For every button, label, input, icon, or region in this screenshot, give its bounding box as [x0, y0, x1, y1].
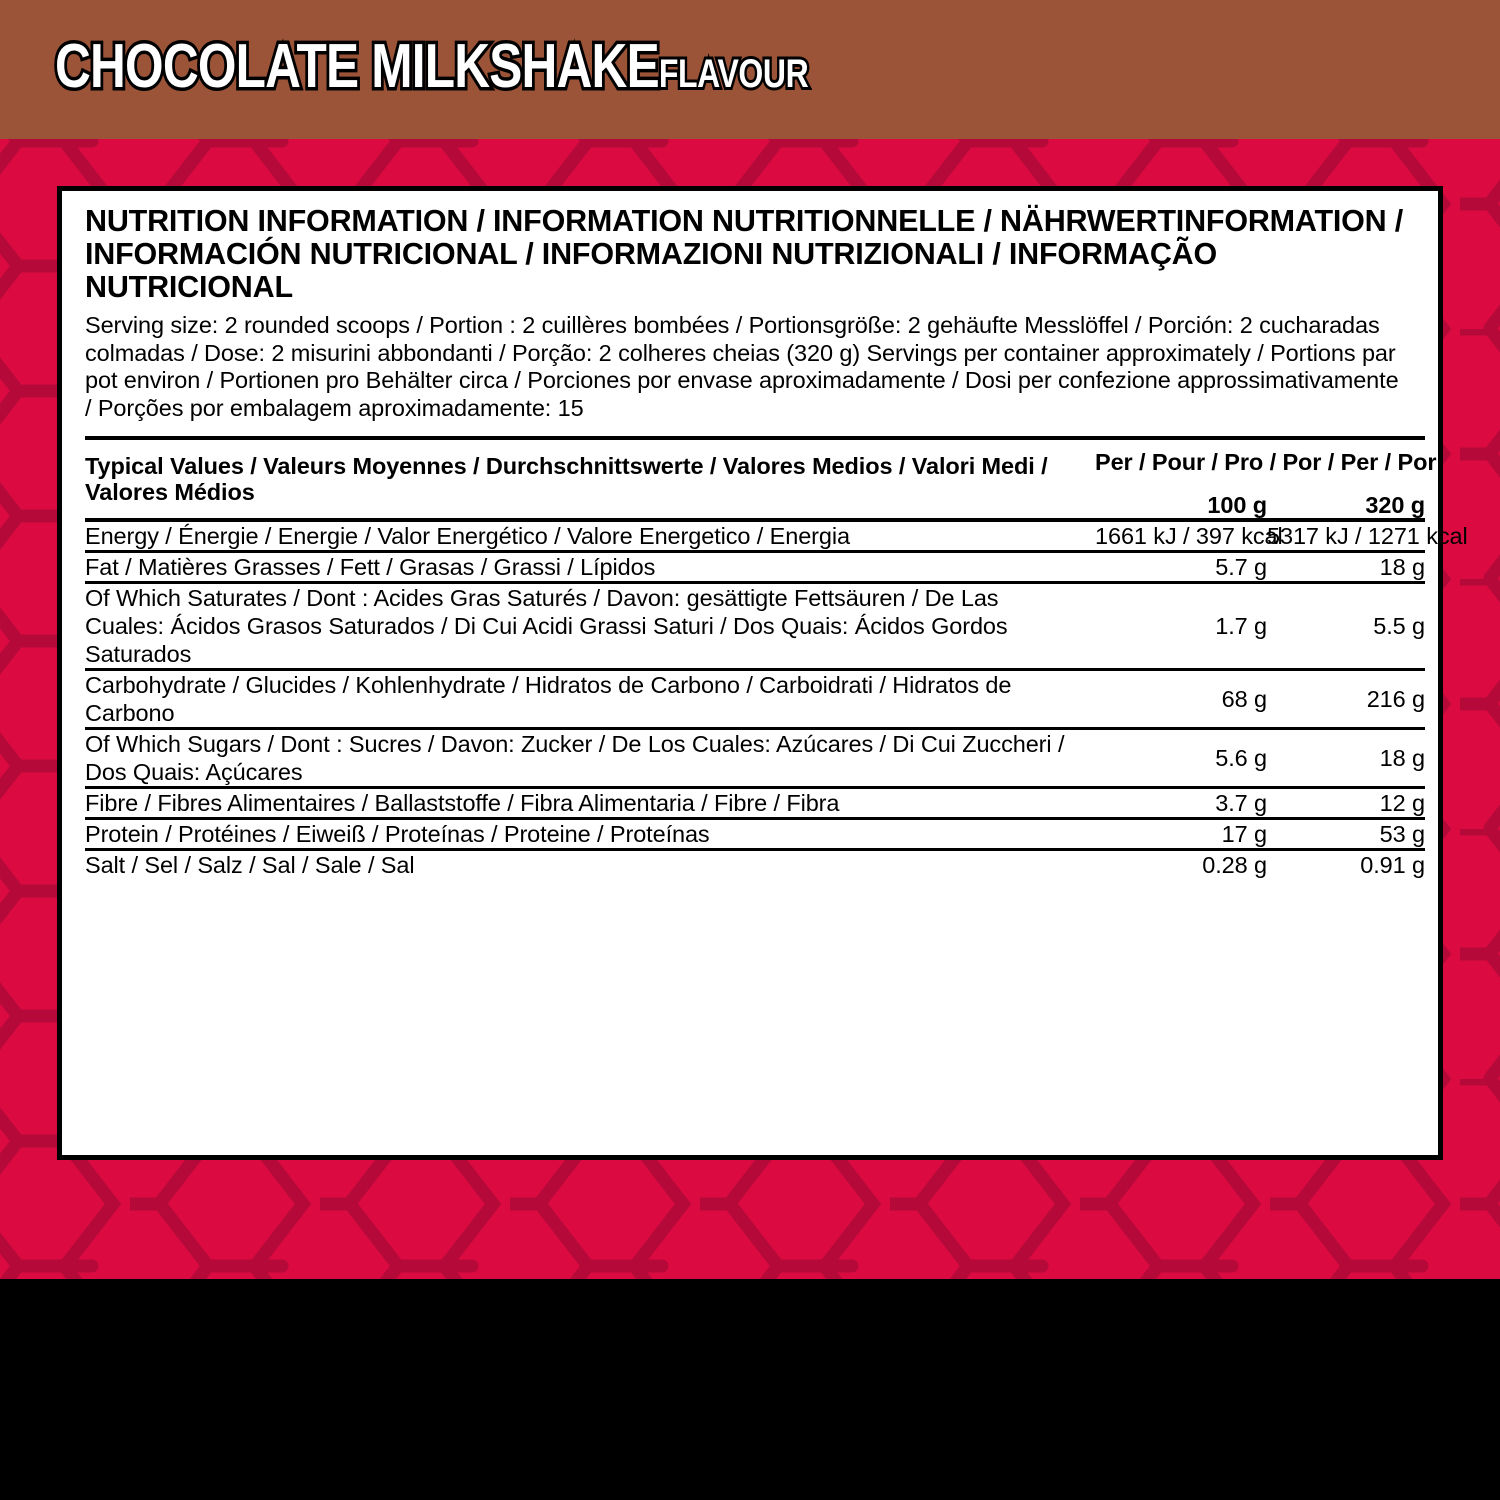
- table-row: Carbohydrate / Glucides / Kohlenhydrate …: [85, 669, 1425, 730]
- nutrition-table-body: Energy / Énergie / Energie / Valor Energ…: [85, 520, 1468, 880]
- flavour-word-text: FLAVOUR: [656, 49, 811, 99]
- col1-amount-label: 100 g: [1207, 492, 1267, 518]
- nutrition-info-heading: NUTRITION INFORMATION / INFORMATION NUTR…: [85, 204, 1404, 304]
- bottom-black-strip: [0, 1279, 1500, 1500]
- table-row: Of Which Saturates / Dont : Acides Gras …: [85, 582, 1425, 671]
- table-row: Energy / Énergie / Energie / Valor Energ…: [85, 520, 1468, 553]
- row-value-320g: 12 g: [1267, 787, 1425, 820]
- table-row: Fibre / Fibres Alimentaires / Ballaststo…: [85, 787, 1425, 820]
- table-row: Salt / Sel / Salz / Sal / Sale / Sal 0.2…: [85, 850, 1425, 880]
- table-row: Fat / Matières Grasses / Fett / Grasas /…: [85, 551, 1425, 584]
- row-value-320g: 18 g: [1267, 551, 1425, 584]
- row-label: Energy / Énergie / Energie / Valor Energ…: [85, 520, 1095, 553]
- row-label: Salt / Sel / Salz / Sal / Sale / Sal: [85, 852, 415, 878]
- table-header-row: Typical Values / Valeurs Moyennes / Durc…: [85, 436, 1437, 522]
- row-value-320g: 216 g: [1267, 669, 1425, 730]
- row-value-100g: 0.28 g: [1202, 852, 1267, 878]
- flavour-header-bar: CHOCOLATE MILKSHAKEFLAVOUR: [0, 0, 1500, 139]
- row-value-100g: 3.7 g: [1095, 787, 1267, 820]
- table-row: Of Which Sugars / Dont : Sucres / Davon:…: [85, 728, 1425, 789]
- per-amount-header: Per / Pour / Pro / Por / Per / Por 100 g…: [1095, 436, 1437, 522]
- nutrition-table: Typical Values / Valeurs Moyennes / Durc…: [85, 436, 1468, 880]
- row-label: Fat / Matières Grasses / Fett / Grasas /…: [85, 551, 1095, 584]
- nutrition-panel: NUTRITION INFORMATION / INFORMATION NUTR…: [57, 186, 1468, 1160]
- row-label: Carbohydrate / Glucides / Kohlenhydrate …: [85, 669, 1095, 730]
- row-label: Fibre / Fibres Alimentaires / Ballaststo…: [85, 787, 1095, 820]
- row-value-320g: 0.91 g: [1360, 852, 1425, 878]
- row-label: Of Which Sugars / Dont : Sucres / Davon:…: [85, 728, 1095, 789]
- flavour-title: CHOCOLATE MILKSHAKEFLAVOUR: [52, 32, 811, 105]
- per-header-text: Per / Pour / Pro / Por / Per / Por: [1095, 449, 1437, 475]
- row-value-100g: 17 g: [1095, 818, 1267, 851]
- flavour-name-text: CHOCOLATE MILKSHAKE: [52, 32, 662, 101]
- row-label: Of Which Saturates / Dont : Acides Gras …: [85, 582, 1095, 671]
- row-value-100g: 5.6 g: [1095, 728, 1267, 789]
- row-value-100g: 1.7 g: [1095, 582, 1267, 671]
- row-value-320g: 53 g: [1267, 818, 1425, 851]
- table-row: Protein / Protéines / Eiweiß / Proteínas…: [85, 818, 1425, 851]
- row-value-100g: 1661 kJ / 397 kcal: [1095, 520, 1283, 553]
- per-amounts-row: 100 g 320 g: [1095, 492, 1425, 518]
- row-value-320g: 5317 kJ / 1271 kcal: [1267, 520, 1468, 553]
- row-value-100g: 68 g: [1095, 669, 1267, 730]
- row-value-100g: 5.7 g: [1095, 551, 1267, 584]
- row-value-320g: 18 g: [1267, 728, 1425, 789]
- serving-information: Serving size: 2 rounded scoops / Portion…: [85, 312, 1399, 421]
- row-label: Protein / Protéines / Eiweiß / Proteínas…: [85, 818, 1095, 851]
- typical-values-header: Typical Values / Valeurs Moyennes / Durc…: [85, 436, 1095, 522]
- row-value-320g: 5.5 g: [1267, 582, 1425, 671]
- col2-amount-label: 320 g: [1365, 492, 1425, 518]
